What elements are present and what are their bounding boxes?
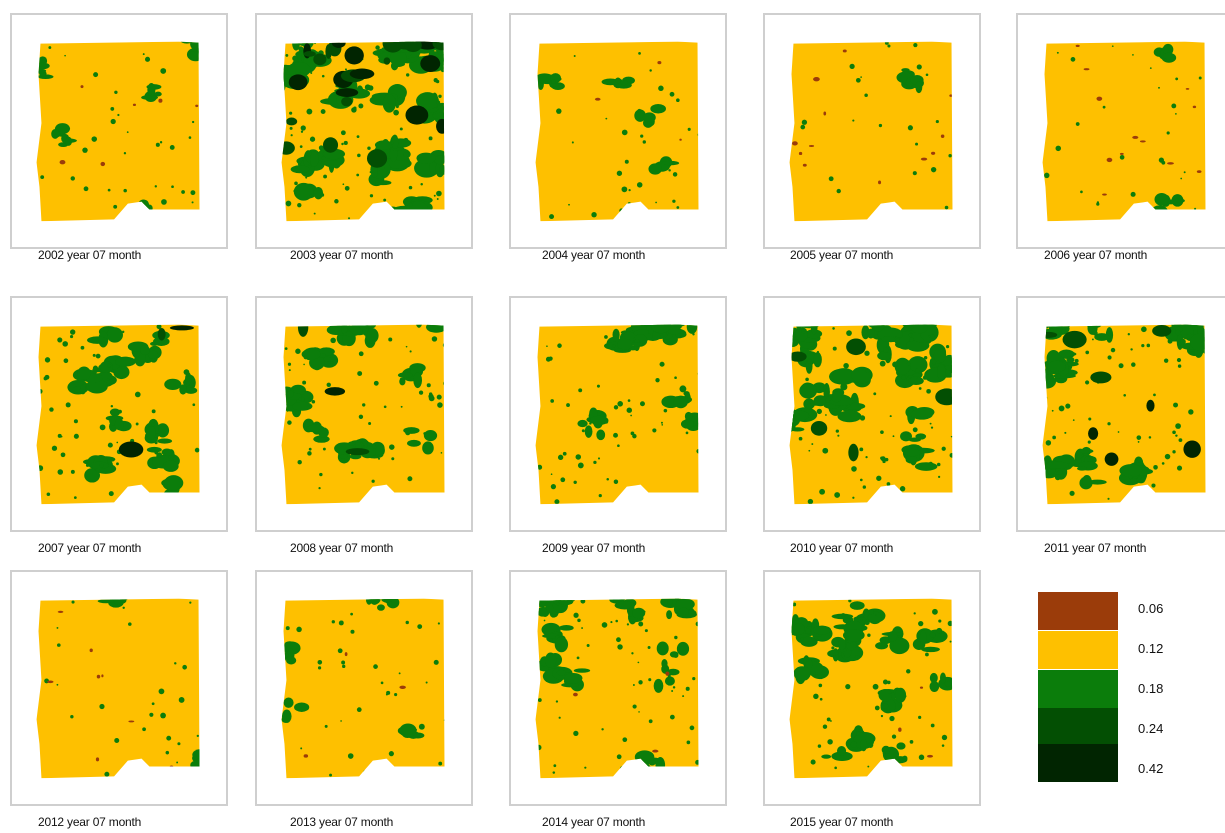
legend-label-0.06: 0.06 — [1138, 601, 1164, 616]
map-caption: 2004 year 07 month — [542, 248, 646, 262]
map-caption: 2003 year 07 month — [290, 248, 394, 262]
legend-swatch-0.42 — [1038, 744, 1118, 782]
map-base — [281, 324, 445, 505]
map-image — [281, 41, 445, 222]
legend-swatch-0.12 — [1038, 631, 1118, 669]
map-caption: 2009 year 07 month — [542, 541, 646, 555]
map-caption: 2007 year 07 month — [38, 541, 142, 555]
legend-label-0.42: 0.42 — [1138, 761, 1164, 776]
map-panel — [1016, 296, 1225, 532]
map-caption: 2010 year 07 month — [790, 541, 894, 555]
map-base — [281, 598, 445, 779]
legend-label-0.18: 0.18 — [1138, 681, 1164, 696]
map-panel — [10, 296, 228, 532]
map-panel — [763, 570, 981, 806]
map-caption: 2012 year 07 month — [38, 815, 142, 829]
map-image — [281, 598, 445, 779]
map-image — [1042, 41, 1206, 222]
map-caption: 2011 year 07 month — [1044, 541, 1147, 555]
map-image — [535, 324, 699, 505]
map-image — [1042, 324, 1206, 505]
map-panel — [10, 570, 228, 806]
map-image — [36, 324, 200, 505]
map-image — [789, 324, 953, 505]
map-panel — [763, 13, 981, 249]
map-caption: 2002 year 07 month — [38, 248, 142, 262]
legend-label-0.24: 0.24 — [1138, 721, 1164, 736]
map-image — [36, 598, 200, 779]
map-base — [1042, 41, 1206, 222]
map-image — [789, 598, 953, 779]
map-panel — [255, 296, 473, 532]
map-caption: 2015 year 07 month — [790, 815, 894, 829]
map-caption: 2006 year 07 month — [1044, 248, 1148, 262]
map-panel — [509, 296, 727, 532]
map-panel — [509, 570, 727, 806]
map-caption: 2014 year 07 month — [542, 815, 646, 829]
map-panel — [255, 13, 473, 249]
map-image — [789, 41, 953, 222]
map-image — [535, 41, 699, 222]
map-panel — [763, 296, 981, 532]
map-caption: 2005 year 07 month — [790, 248, 894, 262]
map-image — [36, 41, 200, 222]
map-base — [535, 41, 699, 222]
map-base — [789, 41, 953, 222]
map-caption: 2008 year 07 month — [290, 541, 394, 555]
map-base — [535, 324, 699, 505]
map-panel — [1016, 13, 1225, 249]
map-image — [535, 598, 699, 779]
map-panel — [509, 13, 727, 249]
map-image — [281, 324, 445, 505]
map-panel — [255, 570, 473, 806]
legend-swatch-0.06 — [1038, 592, 1118, 630]
legend-swatch-0.24 — [1038, 708, 1118, 746]
legend-label-0.12: 0.12 — [1138, 641, 1164, 656]
map-panel — [10, 13, 228, 249]
map-base — [36, 598, 200, 779]
legend-swatch-0.18 — [1038, 670, 1118, 708]
map-caption: 2013 year 07 month — [290, 815, 394, 829]
